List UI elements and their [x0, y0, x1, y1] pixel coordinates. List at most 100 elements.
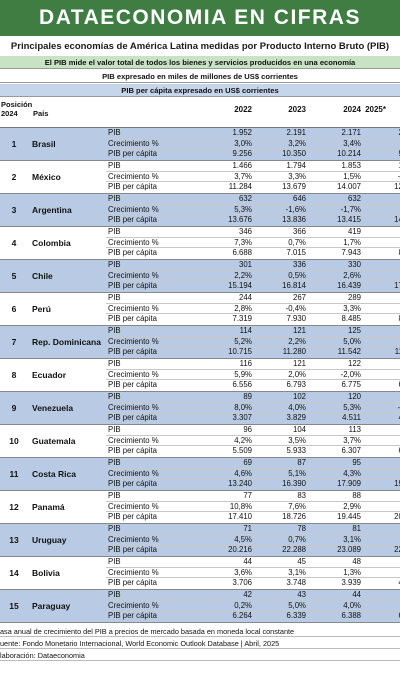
- indicator-label: PIB: [108, 524, 121, 533]
- value-2023: 2,2%: [288, 336, 306, 346]
- value-2025: 428: [368, 227, 400, 238]
- value-2022: 20.216: [228, 545, 252, 555]
- value-2024: 13.415: [337, 215, 361, 225]
- country-rank: 4: [11, 238, 17, 248]
- country-name: Brasil: [32, 139, 56, 149]
- country-rank: 13: [9, 535, 19, 545]
- indicator-label: PIB: [108, 359, 121, 368]
- value-2022: 5.509: [232, 446, 252, 456]
- indicator-label: PIB: [108, 491, 121, 500]
- value-2025: 8.814: [368, 314, 400, 325]
- value-2022: 244: [238, 293, 252, 302]
- value-2024: 1,3%: [343, 567, 361, 577]
- value-2023: 3,2%: [288, 138, 306, 148]
- value-2022: 346: [238, 227, 252, 236]
- indicator-row-pib-per-capita: PIB per cápita 6.264 6.339 6.388 6.522: [106, 611, 400, 622]
- indicator-label: Crecimiento %: [108, 600, 159, 610]
- table-row: 15 Paraguay PIB 42 43 44 45 Crecimiento % 0,2% 5,…: [0, 590, 400, 623]
- value-2025: 2,8%: [368, 304, 400, 315]
- value-2025: 1.693: [368, 161, 400, 172]
- table-row: 6 Perú PIB 244 267 289 303 Crecimiento % 2,8% -0,…: [0, 293, 400, 326]
- country-rank: 15: [9, 601, 19, 611]
- indicator-lines: PIB 44 45 48 56 Crecimiento % 3,6% 3,1% 1,3% 1,1%…: [106, 557, 400, 589]
- value-2023: 5,0%: [288, 600, 306, 610]
- indicator-label: Crecimiento %: [108, 567, 159, 577]
- value-2023: 7.015: [286, 248, 306, 258]
- value-2025: -0,3%: [397, 171, 400, 181]
- indicator-row-pib: PIB 69 87 95 103: [106, 458, 400, 469]
- value-2025: 8.054: [368, 248, 400, 259]
- country-rank: 1: [11, 139, 17, 149]
- indicator-row-crecimiento: Crecimiento % 4,5% 0,7% 3,1% 2,8%: [106, 535, 400, 546]
- value-2022: 3,0%: [234, 138, 252, 148]
- indicator-lines: PIB 114 121 125 128 Crecimiento % 5,2% 2,2% 5,0%…: [106, 326, 400, 358]
- value-2025: 4,1%: [368, 436, 400, 447]
- value-2022: 10,8%: [229, 501, 252, 511]
- value-2023: 121: [292, 326, 306, 335]
- indicator-row-pib: PIB 244 267 289 303: [106, 293, 400, 304]
- value-2023: 16.814: [282, 281, 306, 291]
- value-2025: -4,0%: [397, 402, 400, 412]
- value-2024: 632: [347, 194, 361, 203]
- table-header: Posición 2024 País 2022 2023 2024 2025*: [0, 98, 400, 128]
- indicator-lines: PIB 244 267 289 303 Crecimiento % 2,8% -0,4% 3,3…: [106, 293, 400, 325]
- indicator-label: PIB: [108, 194, 121, 203]
- indicator-row-crecimiento: Crecimiento % 2,8% -0,4% 3,3% 2,8%: [106, 304, 400, 315]
- value-2025: 4,0%: [368, 502, 400, 513]
- value-2023: 3,3%: [288, 171, 306, 181]
- indicator-label: Crecimiento %: [108, 204, 159, 214]
- indicator-label: PIB per cápita: [108, 149, 157, 159]
- value-2022: 89: [243, 392, 252, 401]
- value-2023: 7.930: [286, 314, 306, 324]
- value-2024: 4,3%: [343, 468, 361, 478]
- value-2023: 5,1%: [288, 468, 306, 478]
- value-2025: 126: [368, 359, 400, 370]
- value-2023: 0,7%: [288, 534, 306, 544]
- value-2024: 4,0%: [343, 600, 361, 610]
- value-2022: 71: [243, 524, 252, 533]
- value-2022: 96: [243, 425, 252, 434]
- indicator-lines: PIB 346 366 419 428 Crecimiento % 7,3% 0,7% 1,7%…: [106, 227, 400, 259]
- indicator-label: PIB per cápita: [108, 413, 157, 423]
- country-name: Colombia: [32, 238, 71, 248]
- value-2025: 109: [368, 392, 400, 403]
- indicator-row-pib-per-capita: PIB per cápita 11.284 13.679 14.007 12.692: [106, 182, 400, 193]
- indicator-row-pib-per-capita: PIB per cápita 5.509 5.933 6.307 6.698: [106, 446, 400, 457]
- country-rank: 10: [9, 436, 19, 446]
- value-2024: 7.943: [341, 248, 361, 258]
- value-2024: 8.485: [341, 314, 361, 324]
- value-2024: 3.939: [341, 578, 361, 588]
- indicator-lines: PIB 89 102 120 109 Crecimiento % 8,0% 4,0% 5,3% -…: [106, 392, 400, 424]
- value-2024: 3,7%: [343, 435, 361, 445]
- value-2023: 6.793: [286, 380, 306, 390]
- value-2023: 13.836: [282, 215, 306, 225]
- indicator-row-pib-per-capita: PIB per cápita 20.216 22.288 23.089 22.693: [106, 545, 400, 556]
- value-2024: 6.388: [341, 611, 361, 621]
- value-2025: 22.693: [394, 545, 400, 555]
- country-rank: 8: [11, 370, 17, 380]
- table-row: 11 Costa Rica PIB 69 87 95 103 Crecimiento % 4,6…: [0, 458, 400, 491]
- value-2022: 632: [238, 194, 252, 203]
- indicator-label: PIB: [108, 326, 121, 335]
- value-2023: 0,5%: [288, 270, 306, 280]
- country-name: Bolivia: [32, 568, 60, 578]
- indicator-lines: PIB 1.952 2.191 2.171 2.126 Crecimiento % 3,0%…: [106, 128, 400, 160]
- value-2022: 5,3%: [234, 204, 252, 214]
- value-2022: 7.319: [232, 314, 252, 324]
- indicator-label: PIB per cápita: [108, 347, 157, 357]
- indicator-label: Crecimiento %: [108, 336, 159, 346]
- indicator-row-pib-per-capita: PIB per cápita 3.307 3.829 4.511 4.068: [106, 413, 400, 424]
- value-2022: 114: [239, 326, 252, 335]
- value-2025: 344: [368, 260, 400, 271]
- value-2025: 303: [368, 293, 400, 304]
- value-2022: 17.410: [228, 512, 252, 522]
- country-rank: 9: [11, 403, 17, 413]
- indicator-label: PIB per cápita: [108, 281, 157, 291]
- indicator-row-pib: PIB 44 45 48 56: [106, 557, 400, 568]
- value-2022: 9.256: [232, 149, 252, 159]
- value-2022: 5,9%: [234, 369, 252, 379]
- indicator-lines: PIB 71 78 81 80 Crecimiento % 4,5% 0,7% 3,1% 2,8%…: [106, 524, 400, 556]
- indicator-label: Crecimiento %: [108, 270, 159, 280]
- indicator-lines: PIB 69 87 95 103 Crecimiento % 4,6% 5,1% 4,3% 3,4…: [106, 458, 400, 490]
- value-2025: 6.942: [368, 380, 400, 391]
